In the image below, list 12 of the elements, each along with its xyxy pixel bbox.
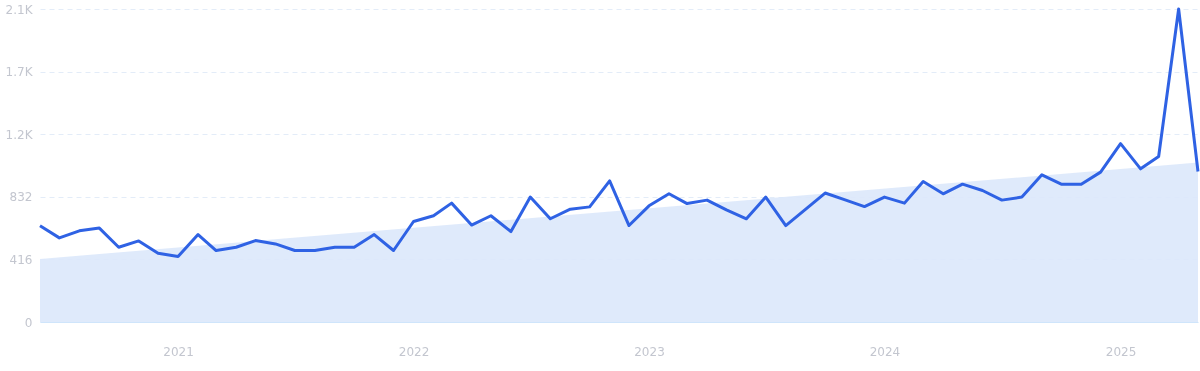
x-tick-label: 2024 xyxy=(869,344,901,359)
y-tick-label: 1.7K xyxy=(5,65,34,80)
x-tick-label: 2022 xyxy=(398,344,430,359)
y-tick-label: 416 xyxy=(9,252,33,267)
y-tick-label: 2.1K xyxy=(5,2,34,17)
x-tick-label: 2023 xyxy=(634,344,665,359)
y-tick-label: 0 xyxy=(24,315,33,330)
y-tick-label: 832 xyxy=(9,190,33,205)
y-tick-label: 1.2K xyxy=(5,127,34,142)
x-tick-label: 2025 xyxy=(1105,344,1137,359)
line-series xyxy=(38,7,1200,259)
x-tick-label: 2021 xyxy=(163,344,194,359)
